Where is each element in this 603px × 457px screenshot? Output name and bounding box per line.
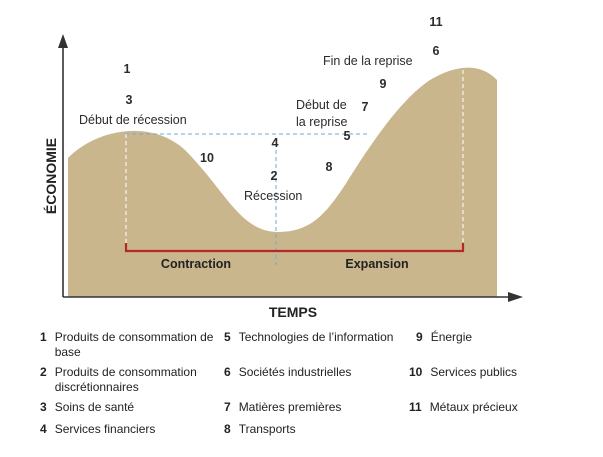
marker-7: 7 <box>362 100 369 114</box>
legend-number: 11 <box>409 400 422 414</box>
marker-6: 6 <box>433 44 440 58</box>
legend-item: 9 Énergie <box>416 330 596 345</box>
economic-cycle-diagram: Contraction Expansion ÉCONOMIE TEMPS Déb… <box>43 15 523 320</box>
marker-2: 2 <box>271 169 278 183</box>
legend-text: Métaux précieux <box>429 400 518 414</box>
legend-text: Technologies de l’information <box>238 330 394 344</box>
legend-text: Soins de santé <box>54 400 135 414</box>
y-axis-label: ÉCONOMIE <box>43 138 59 214</box>
marker-10: 10 <box>200 151 214 165</box>
marker-11: 11 <box>429 15 442 29</box>
legend-number: 9 <box>416 330 423 344</box>
legend-number: 10 <box>409 365 423 379</box>
legend-text: Produits de consommation de base <box>54 330 214 359</box>
legend-number: 4 <box>40 422 47 436</box>
marker-8: 8 <box>326 160 333 174</box>
legend-item: 2 Produits de consommation discrétionnai… <box>40 365 215 395</box>
marker-5: 5 <box>344 129 351 143</box>
x-axis-label: TEMPS <box>269 304 317 320</box>
label-debut-recession: Début de récession <box>79 113 187 127</box>
sector-legend: 1 Produits de consommation de base 2 Pro… <box>40 327 600 452</box>
legend-item: 8 Transports <box>224 422 414 437</box>
legend-text: Services publics <box>430 365 518 379</box>
economy-curve-area <box>68 67 497 297</box>
phase-expansion-label: Expansion <box>345 257 408 271</box>
label-fin-reprise: Fin de la reprise <box>323 54 413 68</box>
legend-number: 6 <box>224 365 231 379</box>
legend-item: 1 Produits de consommation de base <box>40 330 215 360</box>
marker-1: 1 <box>124 62 131 76</box>
marker-4: 4 <box>272 136 279 150</box>
legend-number: 8 <box>224 422 231 436</box>
legend-text: Énergie <box>430 330 473 344</box>
marker-3: 3 <box>126 93 133 107</box>
legend-number: 1 <box>40 330 47 344</box>
legend-item: 4 Services financiers <box>40 422 215 437</box>
phase-contraction-label: Contraction <box>161 257 231 271</box>
legend-text: Sociétés industrielles <box>238 365 352 379</box>
legend-item: 10 Services publics <box>409 365 594 380</box>
marker-9: 9 <box>380 77 387 91</box>
phase-bar <box>124 243 465 253</box>
legend-text: Services financiers <box>54 422 156 436</box>
legend-item: 11 Métaux précieux <box>409 400 594 415</box>
legend-number: 3 <box>40 400 47 414</box>
label-recession: Récession <box>244 189 302 203</box>
legend-item: 7 Matières premières <box>224 400 414 415</box>
legend-text: Matières premières <box>238 400 342 414</box>
legend-number: 7 <box>224 400 231 414</box>
legend-text: Transports <box>238 422 296 436</box>
legend-item: 6 Sociétés industrielles <box>224 365 414 380</box>
legend-item: 5 Technologies de l’information <box>224 330 414 345</box>
legend-number: 5 <box>224 330 231 344</box>
legend-item: 3 Soins de santé <box>40 400 215 415</box>
label-debut-reprise-line2: la reprise <box>296 115 347 129</box>
legend-text: Produits de consommation discrétionnaire… <box>54 365 197 394</box>
legend-number: 2 <box>40 365 47 379</box>
label-debut-reprise-line1: Début de <box>296 98 347 112</box>
x-axis-arrow <box>508 292 523 302</box>
y-axis-arrow <box>58 34 68 48</box>
